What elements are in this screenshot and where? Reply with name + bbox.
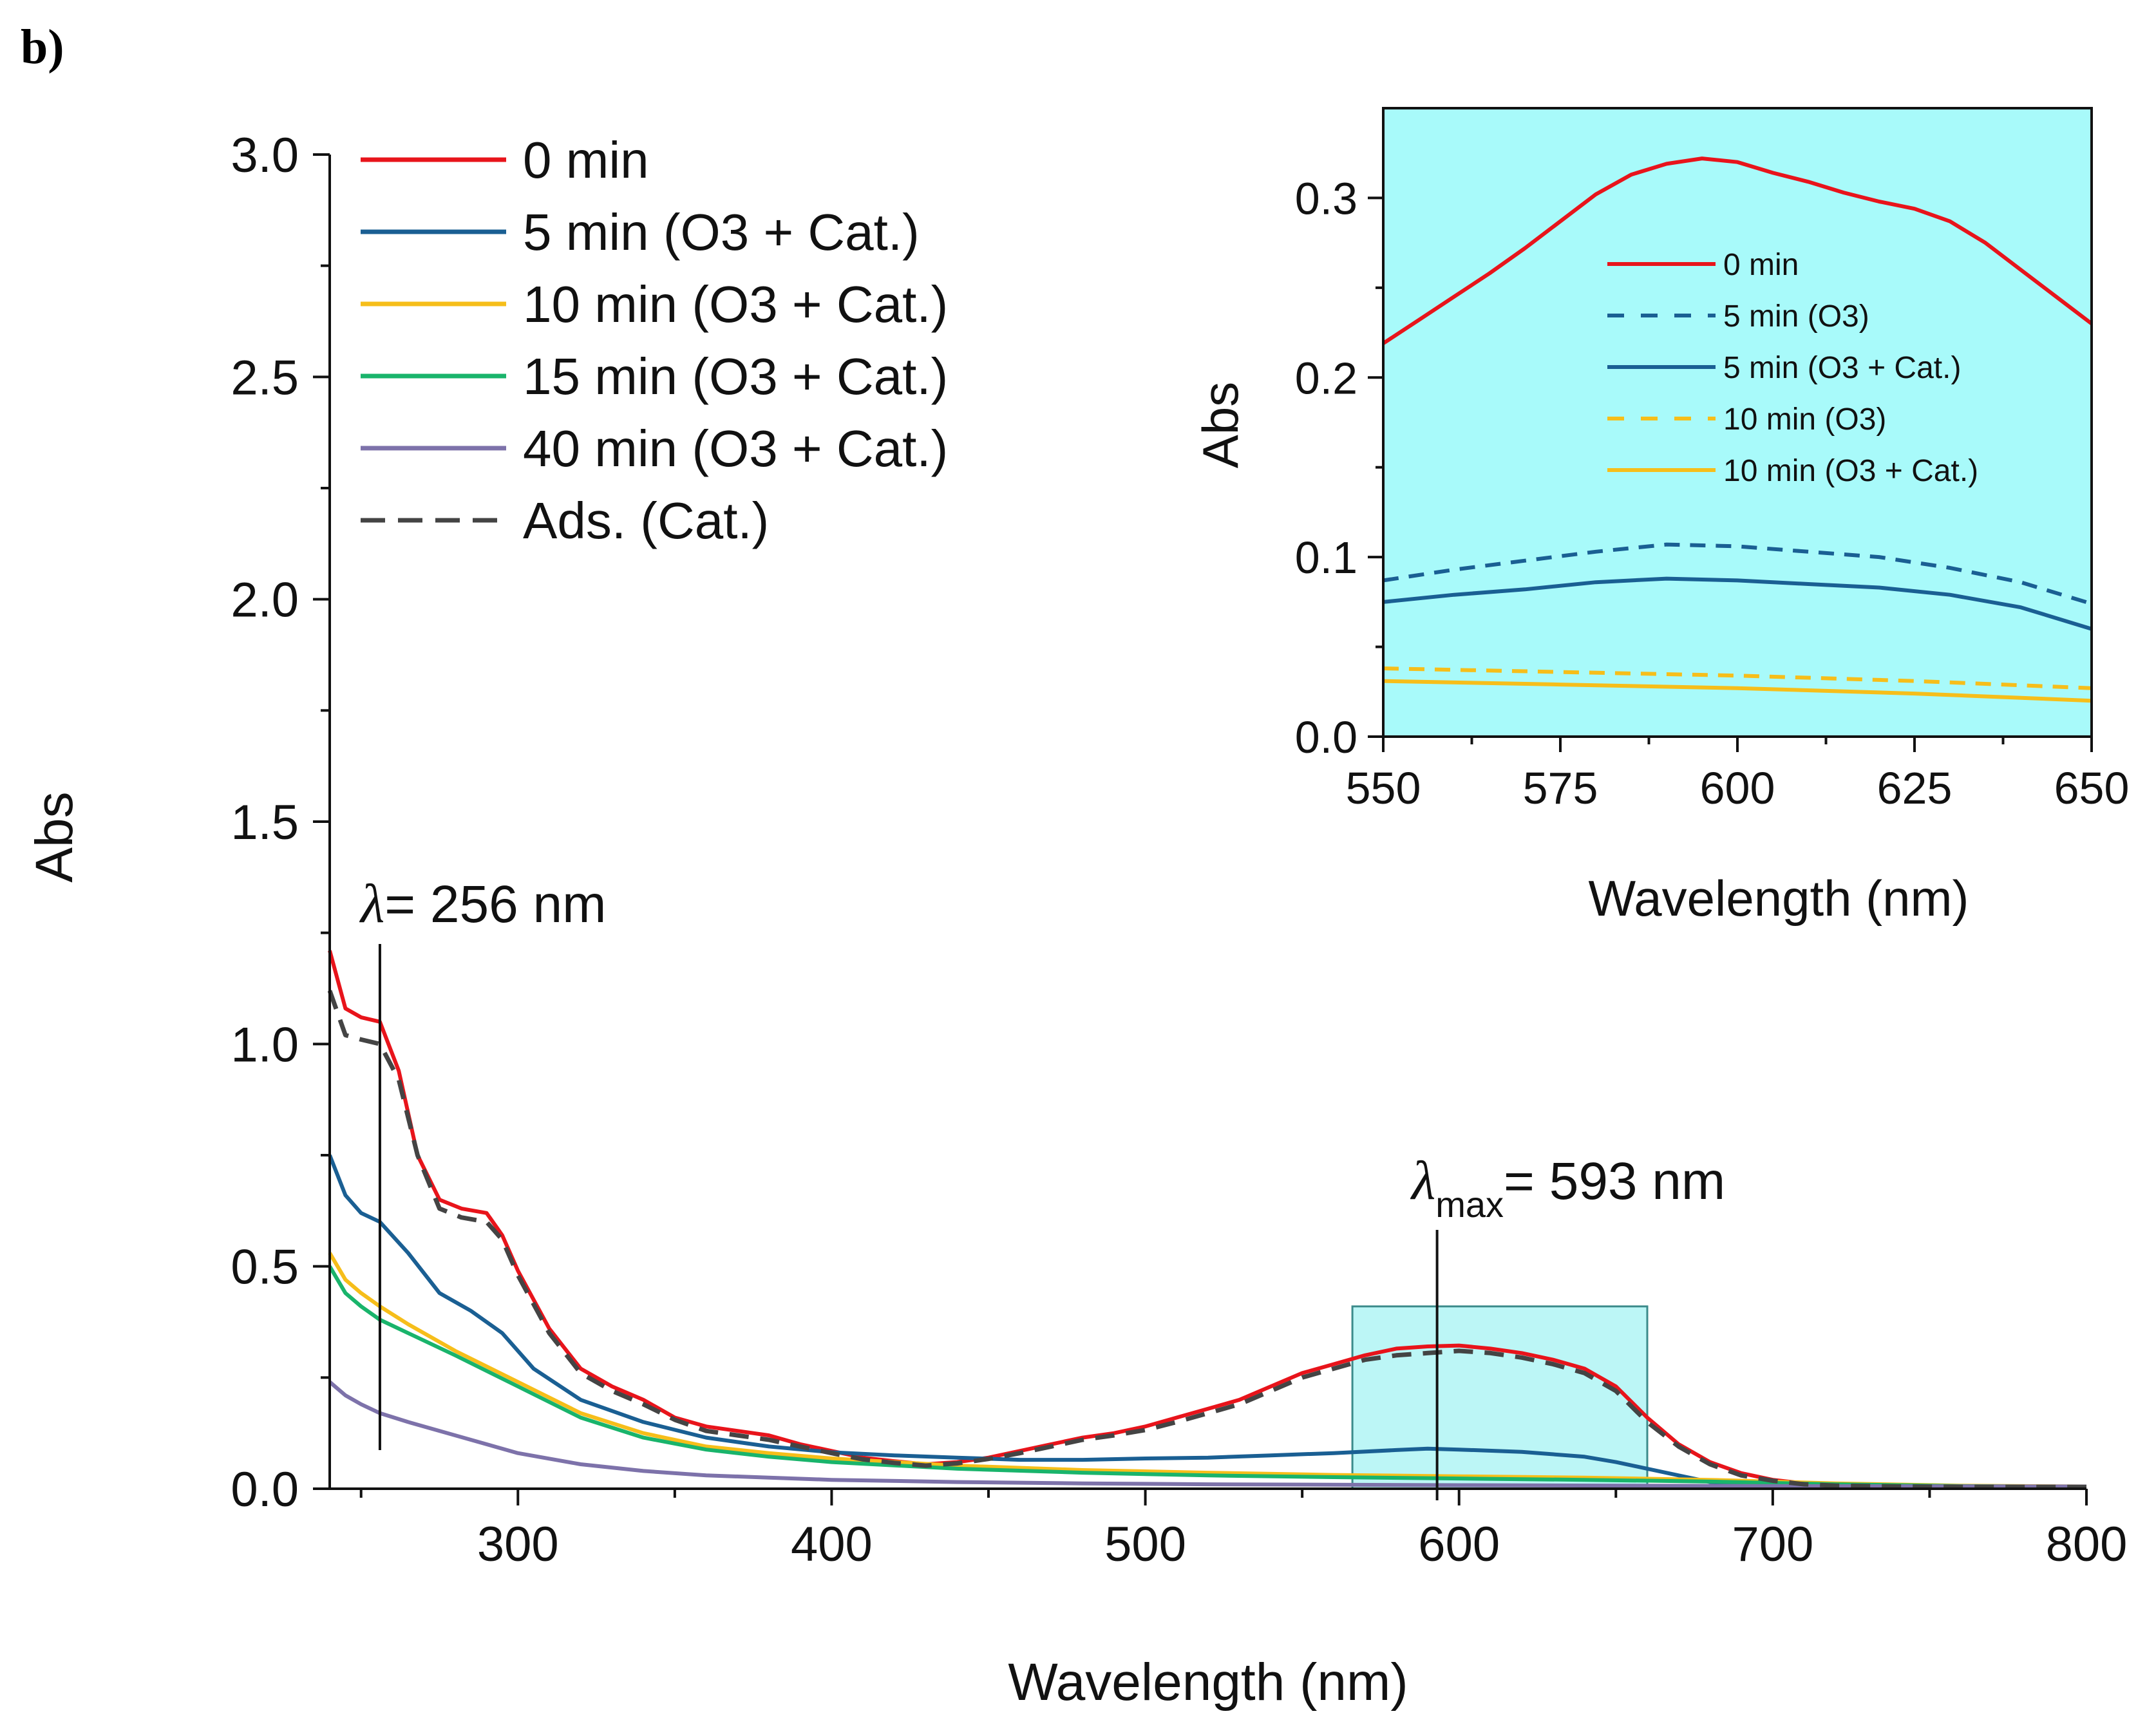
inset-x-tick-label-575: 575: [1523, 763, 1598, 813]
inset-x-axis-title: Wavelength (nm): [1589, 870, 1969, 927]
main-ticks-group: 300 400 500 600 700 800 0.0 0.5 1.0 1.5 2.0 2.5 3.0: [231, 128, 2127, 1572]
inset-legend-label-10-min-o3-cat: 10 min (O3 + Cat.): [1723, 454, 1978, 488]
inset-series-0-min: [1382, 156, 2093, 345]
lambda-max-label: λmax= 593 nm: [1410, 1149, 1725, 1225]
inset-y-tick-label-0.3: 0.3: [1295, 173, 1357, 223]
lambda-max-symbol: λ: [1410, 1149, 1435, 1211]
inset-chart: 550 575 600 625 650 0.0 0.1 0.2 0.3 Wavelength (…: [1192, 107, 2130, 927]
main-y-tick-label-2.5: 2.5: [231, 350, 299, 405]
inset-series-group: [1382, 156, 2093, 703]
lambda-256-value: = 256 nm: [384, 875, 606, 934]
inset-legend-label-10-min-o3: 10 min (O3): [1723, 402, 1886, 437]
panel-label: b): [21, 20, 64, 74]
main-y-tick-label-1.0: 1.0: [231, 1017, 299, 1072]
main-x-tick-label-300: 300: [477, 1517, 559, 1572]
main-legend-label-15-min-o3-cat: 15 min (O3 + Cat.): [523, 348, 948, 405]
main-series-0-min: [328, 950, 2086, 1489]
main-y-tick-label-0.5: 0.5: [231, 1240, 299, 1295]
lambda-256-label: λ= 256 nm: [359, 873, 606, 934]
main-series-ads-cat: [327, 990, 2086, 1489]
main-legend-label-5-min-o3-cat: 5 min (O3 + Cat.): [523, 203, 920, 261]
lambda-256-symbol: λ: [359, 873, 384, 934]
inset-legend-label-5-min-o3: 5 min (O3): [1723, 299, 1869, 334]
main-series-group: [327, 950, 2087, 1489]
main-series-15-min-o3-cat: [328, 1265, 2087, 1489]
inset-y-tick-label-0.2: 0.2: [1295, 353, 1357, 403]
main-series-10-min-o3-cat: [328, 1252, 2087, 1489]
lambda-max-value: = 593 nm: [1504, 1152, 1725, 1211]
main-x-tick-label-500: 500: [1104, 1517, 1186, 1572]
main-y-tick-label-1.5: 1.5: [231, 795, 299, 850]
inset-x-tick-label-550: 550: [1346, 763, 1421, 813]
main-x-tick-label-800: 800: [2046, 1517, 2128, 1572]
main-legend-label-0-min: 0 min: [523, 131, 649, 189]
main-legend-label-40-min-o3-cat: 40 min (O3 + Cat.): [523, 420, 948, 477]
main-x-tick-label-700: 700: [1732, 1517, 1813, 1572]
main-series-5-min-o3-cat: [328, 1154, 2086, 1489]
inset-x-tick-label-600: 600: [1700, 763, 1775, 813]
inset-plot-background: [1383, 108, 2092, 737]
inset-series-10-min-o3-dashed: [1383, 666, 2092, 690]
main-x-tick-label-600: 600: [1418, 1517, 1500, 1572]
inset-ticks-group: 550 575 600 625 650 0.0 0.1 0.2 0.3: [1295, 173, 2130, 813]
main-legend-label-10-min-o3-cat: 10 min (O3 + Cat.): [523, 276, 948, 333]
main-chart: 300 400 500 600 700 8000.00.51.01.52.02.53.0 …: [25, 128, 2127, 1712]
main-series-40-min-o3-cat: [328, 1380, 2087, 1489]
inset-x-tick-label-625: 625: [1877, 763, 1953, 813]
inset-series-10-min-o3-cat: [1383, 679, 2092, 703]
inset-series-5-min-o3-cat: [1383, 576, 2092, 631]
main-y-tick-label-0.0: 0.0: [231, 1462, 299, 1517]
lambda-max-subscript: max: [1435, 1184, 1504, 1225]
inset-y-tick-label-0.1: 0.1: [1295, 533, 1357, 583]
main-legend: 0 min 5 min (O3 + Cat.) 10 min (O3 + Cat.)…: [361, 131, 948, 549]
inset-y-axis-title: Abs: [1192, 382, 1249, 468]
inset-series-5-min-o3-dashed: [1383, 542, 2092, 606]
inset-legend: 0 min 5 min (O3) 5 min (O3 + Cat.) 10 min (…: [1607, 248, 1978, 488]
main-y-tick-label-3.0: 3.0: [231, 128, 299, 183]
inset-y-tick-label-0.0: 0.0: [1295, 712, 1357, 762]
main-x-tick-label-400: 400: [791, 1517, 873, 1572]
inset-legend-label-5-min-o3-cat: 5 min (O3 + Cat.): [1723, 351, 1961, 385]
main-y-axis-title: Abs: [25, 791, 84, 882]
main-y-tick-label-2.0: 2.0: [231, 573, 299, 628]
inset-legend-label-0-min: 0 min: [1723, 248, 1799, 282]
main-legend-label-ads-cat: Ads. (Cat.): [523, 492, 769, 549]
main-x-axis-title: Wavelength (nm): [1008, 1653, 1408, 1712]
inset-x-tick-label-650: 650: [2054, 763, 2130, 813]
